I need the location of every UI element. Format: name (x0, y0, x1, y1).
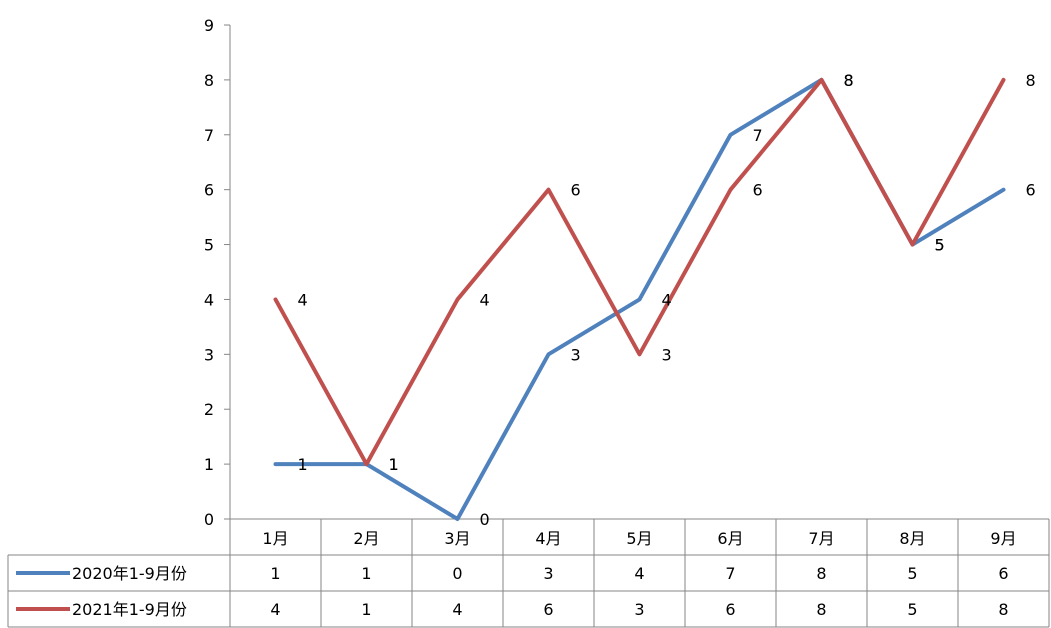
data-label: 6 (753, 181, 763, 200)
x-category-label: 5月 (626, 529, 652, 548)
data-label: 1 (298, 455, 308, 474)
data-label: 8 (1026, 71, 1036, 90)
data-label: 1 (389, 455, 399, 474)
x-category-label: 2月 (353, 529, 379, 548)
table-cell-value: 1 (270, 564, 280, 583)
y-tick-label: 4 (204, 290, 214, 309)
table-cell-value: 1 (361, 564, 371, 583)
data-label: 6 (1026, 181, 1036, 200)
table-cell-value: 6 (725, 600, 735, 619)
y-tick-label: 9 (204, 16, 214, 35)
x-category-label: 6月 (717, 529, 743, 548)
table-cell-value: 3 (543, 564, 553, 583)
table-cell-value: 5 (907, 600, 917, 619)
y-tick-label: 7 (204, 126, 214, 145)
data-label: 5 (935, 236, 945, 255)
data-label: 4 (662, 290, 672, 309)
table-cell-value: 3 (634, 600, 644, 619)
y-axis: 0 1 2 3 4 5 6 7 8 9 (204, 16, 231, 529)
data-label: 3 (571, 345, 581, 364)
y-tick-label: 5 (204, 236, 214, 255)
legend-series-name: 2021年1-9月份 (72, 600, 187, 619)
data-label: 0 (480, 510, 490, 529)
table-cell-value: 4 (452, 600, 462, 619)
x-category-label: 3月 (444, 529, 470, 548)
x-category-label: 8月 (899, 529, 925, 548)
data-label: 6 (571, 181, 581, 200)
table-cell-value: 8 (816, 600, 826, 619)
y-tick-label: 8 (204, 71, 214, 90)
data-label: 5 (935, 236, 945, 255)
data-label: 8 (844, 71, 854, 90)
series-line-1 (273, 77, 1006, 521)
data-label: 7 (753, 126, 763, 145)
y-tick-label: 3 (204, 345, 214, 364)
x-category-label: 4月 (535, 529, 561, 548)
series-lines (273, 77, 1006, 521)
table-cell-value: 6 (543, 600, 553, 619)
x-category-label: 7月 (808, 529, 834, 548)
y-tick-label: 1 (204, 455, 214, 474)
y-tick-label: 2 (204, 400, 214, 419)
table-cell-value: 4 (634, 564, 644, 583)
data-label: 1 (389, 455, 399, 474)
data-label: 3 (662, 345, 672, 364)
data-label: 8 (844, 71, 854, 90)
data-label: 4 (298, 290, 308, 309)
data-label: 4 (480, 290, 490, 309)
table-cell-value: 7 (725, 564, 735, 583)
data-table: 1月 2月 3月 4月 5月 6月 7月 8月 9月 2020年1-9月份 1 1 0 3 4 7 8 5 6 202… (7, 518, 1050, 628)
table-cell-value: 0 (452, 564, 462, 583)
y-tick-label: 0 (204, 510, 214, 529)
table-cell-value: 4 (270, 600, 280, 619)
x-category-label: 9月 (990, 529, 1016, 548)
y-tick-label: 6 (204, 181, 214, 200)
x-category-label: 1月 (262, 529, 288, 548)
table-cell-value: 5 (907, 564, 917, 583)
table-cell-value: 1 (361, 600, 371, 619)
table-cell-value: 8 (998, 600, 1008, 619)
table-cell-value: 6 (998, 564, 1008, 583)
table-cell-value: 8 (816, 564, 826, 583)
legend-series-name: 2020年1-9月份 (72, 564, 187, 583)
series-line-2 (273, 77, 1006, 467)
